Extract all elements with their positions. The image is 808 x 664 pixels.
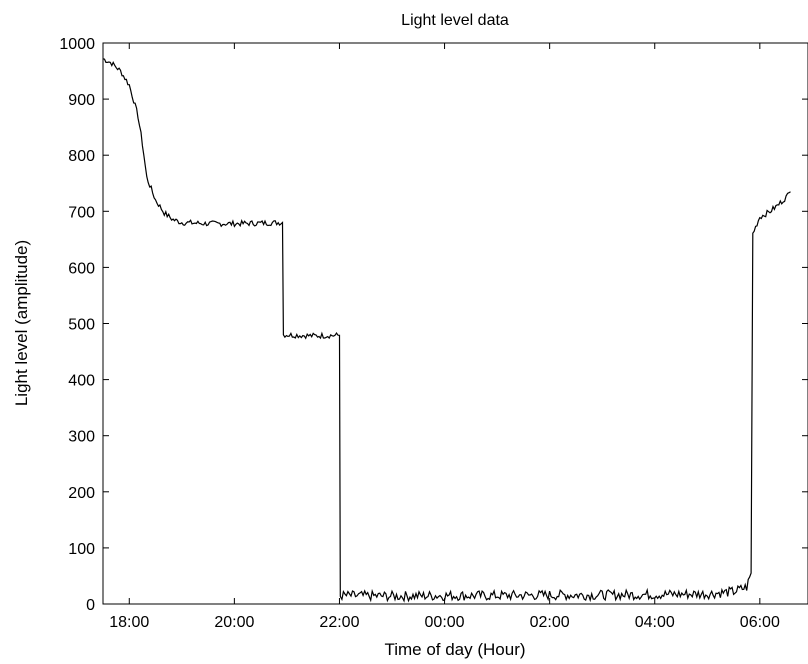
x-tick-label: 02:00 <box>530 614 570 631</box>
y-tick-label: 600 <box>68 260 95 277</box>
x-tick-label: 04:00 <box>635 614 675 631</box>
tick-label-group: 0 100 200 300 400 500 600 700 800 900 1000 18:00 20:… <box>59 36 780 631</box>
plot-frame <box>102 42 808 605</box>
y-tick-label: 200 <box>68 485 95 502</box>
y-tick-label: 300 <box>68 429 95 446</box>
tick-group <box>103 42 808 605</box>
y-tick-label: 100 <box>68 541 95 558</box>
y-axis-label: Light level (amplitude) <box>12 240 31 406</box>
y-tick-label: 900 <box>68 92 95 109</box>
y-tick-label: 1000 <box>59 36 95 53</box>
y-tick-label: 700 <box>68 204 95 221</box>
x-tick-label: 06:00 <box>740 614 780 631</box>
x-tick-label: 20:00 <box>214 614 254 631</box>
x-tick-label: 22:00 <box>319 614 359 631</box>
chart-title: Light level data <box>401 12 509 29</box>
x-tick-label: 18:00 <box>109 614 149 631</box>
x-tick-label: 00:00 <box>425 614 465 631</box>
series-line <box>102 58 791 603</box>
y-tick-label: 800 <box>68 148 95 165</box>
y-tick-label: 400 <box>68 373 95 390</box>
x-axis-label: Time of day (Hour) <box>384 640 525 659</box>
y-tick-label: 500 <box>68 317 95 334</box>
y-tick-label: 0 <box>86 597 95 614</box>
